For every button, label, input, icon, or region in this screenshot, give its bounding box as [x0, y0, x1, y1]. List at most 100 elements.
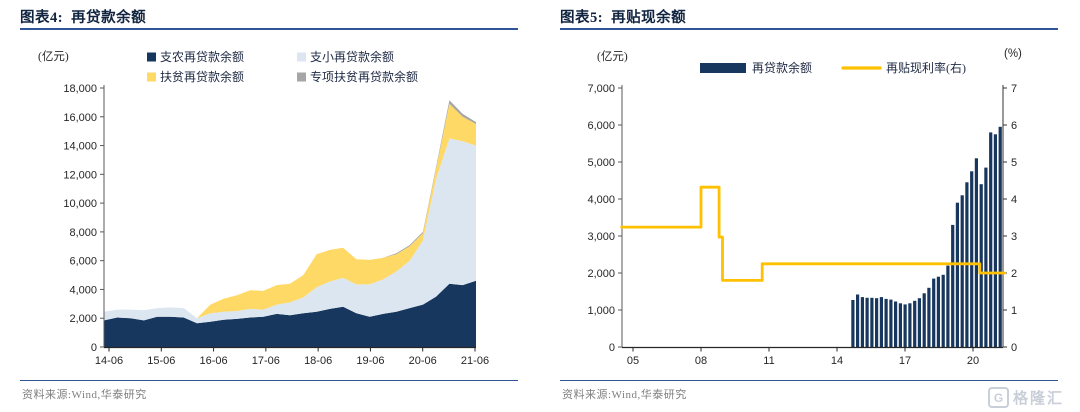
gelonghui-watermark: G 格隆汇 [987, 387, 1064, 408]
rediscount-balance-bar [984, 167, 988, 347]
rediscount-balance-bar [970, 171, 974, 348]
rediscount-balance-bar [946, 265, 950, 347]
x-tick-label: 20-06 [409, 355, 437, 367]
rediscount-balance-bar [889, 299, 893, 347]
right-y-tick-label: 3 [1011, 231, 1017, 243]
rediscount-balance-bar [879, 297, 883, 347]
y-tick-label: 12,000 [63, 169, 97, 181]
x-tick-label: 19-06 [356, 355, 384, 367]
relending-balance-stacked-area-chart: 0 2,000 4,000 6,000 8,000 10,000 12,000 14,000 1… [63, 49, 489, 367]
rediscount-balance-bar [998, 126, 1002, 347]
y-tick-label: 0 [91, 342, 97, 354]
chart5-title-text: 再贴现余额 [611, 10, 687, 26]
rediscount-balance-bar [856, 294, 860, 347]
source-note: 资料来源:Wind,华泰研究 [562, 389, 687, 401]
source-note: 资料来源:Wind,华泰研究 [22, 389, 147, 401]
rediscount-balance-bar [927, 287, 931, 347]
rediscount-balance-bar [979, 184, 983, 347]
rediscount-balance-bar [922, 293, 926, 347]
chart5-title: 图表5: 再贴现余额 [560, 6, 686, 27]
y-tick-label: 4,000 [69, 284, 97, 296]
footer-rule [20, 380, 518, 381]
rediscount-balance-bar [932, 278, 936, 347]
left-y-tick-label: 1,000 [587, 305, 615, 317]
legend-swatch-0 [147, 52, 156, 62]
left-y-tick-label: 3,000 [587, 231, 615, 243]
left-y-tick-label: 5,000 [587, 157, 615, 169]
left-axis-unit-label: (亿元) [597, 51, 628, 63]
left-y-tick-label: 7,000 [587, 83, 615, 95]
y-tick-label: 14,000 [63, 141, 97, 153]
rediscount-balance-bar [851, 300, 855, 347]
title-rule [20, 28, 518, 30]
legend-label-rate-line: 再贴现利率(右) [886, 60, 966, 75]
chart4-title-text: 再贷款余额 [71, 10, 147, 26]
rediscount-balance-bar [860, 297, 864, 347]
right-y-tick-label: 4 [1011, 194, 1017, 206]
y-axis-unit-label: (亿元) [38, 51, 69, 63]
x-tick-label: 20 [967, 355, 979, 367]
right-y-tick-label: 7 [1011, 83, 1017, 95]
gelonghui-logo-icon: G [987, 387, 1009, 408]
rediscount-balance-bar [989, 132, 993, 347]
rediscount-balance-bar [870, 297, 874, 347]
rediscount-balance-bar [898, 303, 902, 347]
gelonghui-logo-text: 格隆汇 [1012, 391, 1064, 407]
rediscount-balance-bar [936, 276, 940, 347]
left-y-tick-label: 4,000 [587, 194, 615, 206]
rediscount-balance-bar [941, 274, 945, 347]
right-y-tick-label: 1 [1011, 305, 1017, 317]
right-y-tick-label: 6 [1011, 120, 1017, 132]
y-tick-label: 18,000 [63, 83, 97, 95]
x-tick-label: 17 [899, 355, 911, 367]
x-tick-label: 16-06 [200, 355, 228, 367]
legend-label-3: 专项扶贫再贷款余额 [310, 69, 418, 84]
left-y-tick-label: 6,000 [587, 120, 615, 132]
rediscount-balance-bar-line-chart: 0 1,000 2,000 3,000 4,000 5,000 6,000 7,000 0 1 2 3… [587, 60, 1017, 367]
rediscount-balance-bar [913, 300, 917, 348]
legend-label-0: 支农再贷款余额 [160, 49, 244, 64]
rediscount-balance-bar [993, 134, 997, 348]
y-tick-label: 6,000 [69, 256, 97, 268]
rediscount-balance-bar [917, 298, 921, 347]
right-y-tick-label: 2 [1011, 268, 1017, 280]
left-y-tick-label: 2,000 [587, 268, 615, 280]
x-tick-label: 11 [763, 355, 774, 367]
y-tick-label: 8,000 [69, 227, 97, 239]
legend-label-2: 扶贫再贷款余额 [160, 69, 244, 84]
left-y-tick-label: 0 [609, 342, 615, 354]
rediscount-balance-bar [974, 158, 978, 347]
x-tick-label: 05 [627, 355, 639, 367]
x-tick-label: 14 [831, 355, 843, 367]
legend-swatch-3 [297, 72, 306, 82]
rediscount-balance-bar [908, 303, 912, 347]
chart4-title-prefix: 图表4: [20, 10, 64, 26]
area-series-0 [104, 280, 476, 347]
rediscount-balance-bar [903, 304, 907, 347]
rediscount-balance-bar [951, 224, 955, 347]
title-rule [560, 28, 1058, 30]
rediscount-balance-bar [960, 195, 964, 347]
chart4-panel: 图表4: 再贷款余额 (亿元) 0 2,000 4,000 6,000 8,000 10,0… [20, 10, 518, 401]
legend-label-bars: 再贷款余额 [752, 60, 812, 75]
x-tick-label: 21-06 [461, 355, 489, 367]
legend-swatch-2 [147, 72, 156, 82]
legend-swatch-bars [700, 63, 746, 73]
x-tick-label: 17-06 [252, 355, 280, 367]
chart5-title-prefix: 图表5: [560, 10, 604, 26]
chart5-panel: 图表5: 再贴现余额 (亿元) (%) 0 1,000 2,000 3,000 4,000… [540, 0, 1080, 412]
rediscount-balance-bar [875, 298, 879, 347]
x-tick-label: 18-06 [304, 355, 332, 367]
x-tick-label: 14-06 [95, 355, 123, 367]
right-y-tick-label: 0 [1011, 342, 1017, 354]
rediscount-balance-bar [894, 301, 898, 347]
y-tick-label: 2,000 [69, 313, 97, 325]
y-tick-label: 10,000 [63, 198, 97, 210]
rediscount-rate-line [620, 185, 1007, 282]
legend-label-1: 支小再贷款余额 [310, 49, 394, 64]
area-series-2 [104, 103, 476, 319]
right-y-tick-label: 5 [1011, 157, 1017, 169]
y-tick-label: 16,000 [63, 112, 97, 124]
footer-rule [560, 380, 1058, 381]
